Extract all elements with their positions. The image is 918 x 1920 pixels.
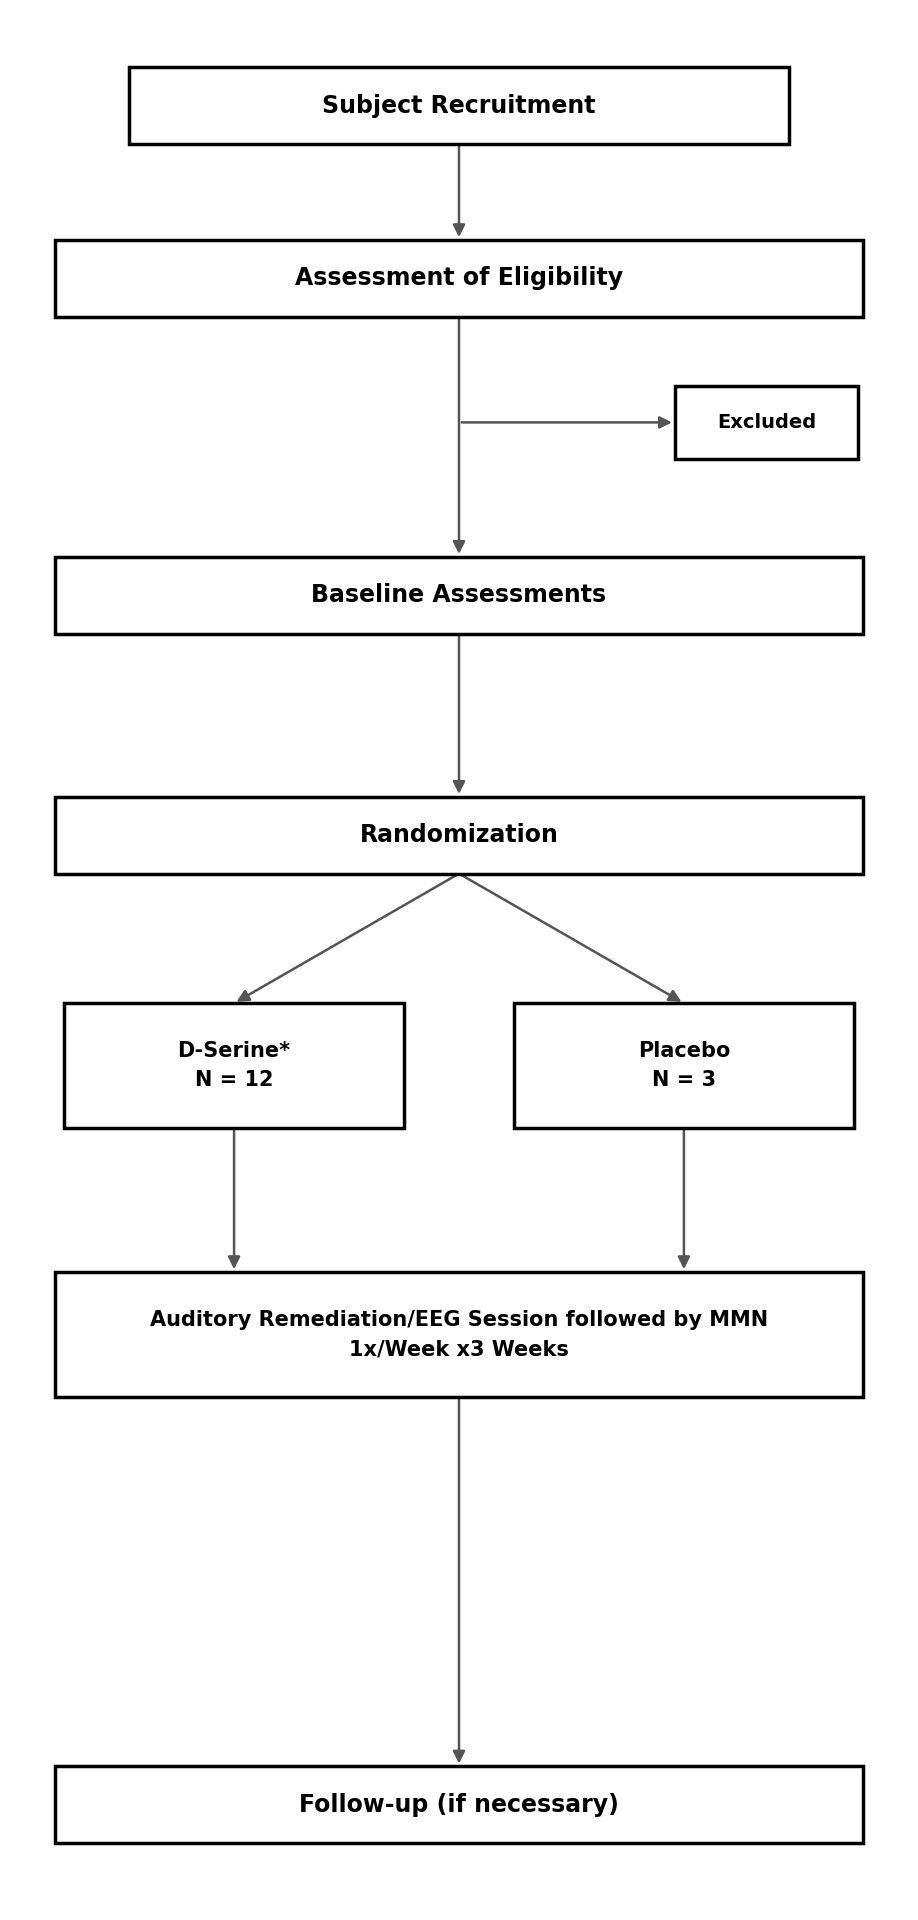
FancyBboxPatch shape (55, 1273, 863, 1398)
Text: Placebo
N = 3: Placebo N = 3 (638, 1041, 730, 1091)
FancyBboxPatch shape (64, 1002, 404, 1129)
FancyBboxPatch shape (55, 240, 863, 317)
Text: Baseline Assessments: Baseline Assessments (311, 584, 607, 607)
FancyBboxPatch shape (55, 557, 863, 634)
Text: Assessment of Eligibility: Assessment of Eligibility (295, 267, 623, 290)
Text: Follow-up (if necessary): Follow-up (if necessary) (299, 1793, 619, 1816)
FancyBboxPatch shape (129, 67, 789, 144)
FancyBboxPatch shape (55, 797, 863, 874)
FancyBboxPatch shape (55, 1766, 863, 1843)
FancyBboxPatch shape (514, 1002, 854, 1129)
Text: Randomization: Randomization (360, 824, 558, 847)
Text: Excluded: Excluded (717, 413, 816, 432)
FancyBboxPatch shape (675, 386, 858, 459)
Text: D-Serine*
N = 12: D-Serine* N = 12 (177, 1041, 291, 1091)
Text: Auditory Remediation/EEG Session followed by MMN
1x/Week x3 Weeks: Auditory Remediation/EEG Session followe… (150, 1309, 768, 1359)
Text: Subject Recruitment: Subject Recruitment (322, 94, 596, 117)
